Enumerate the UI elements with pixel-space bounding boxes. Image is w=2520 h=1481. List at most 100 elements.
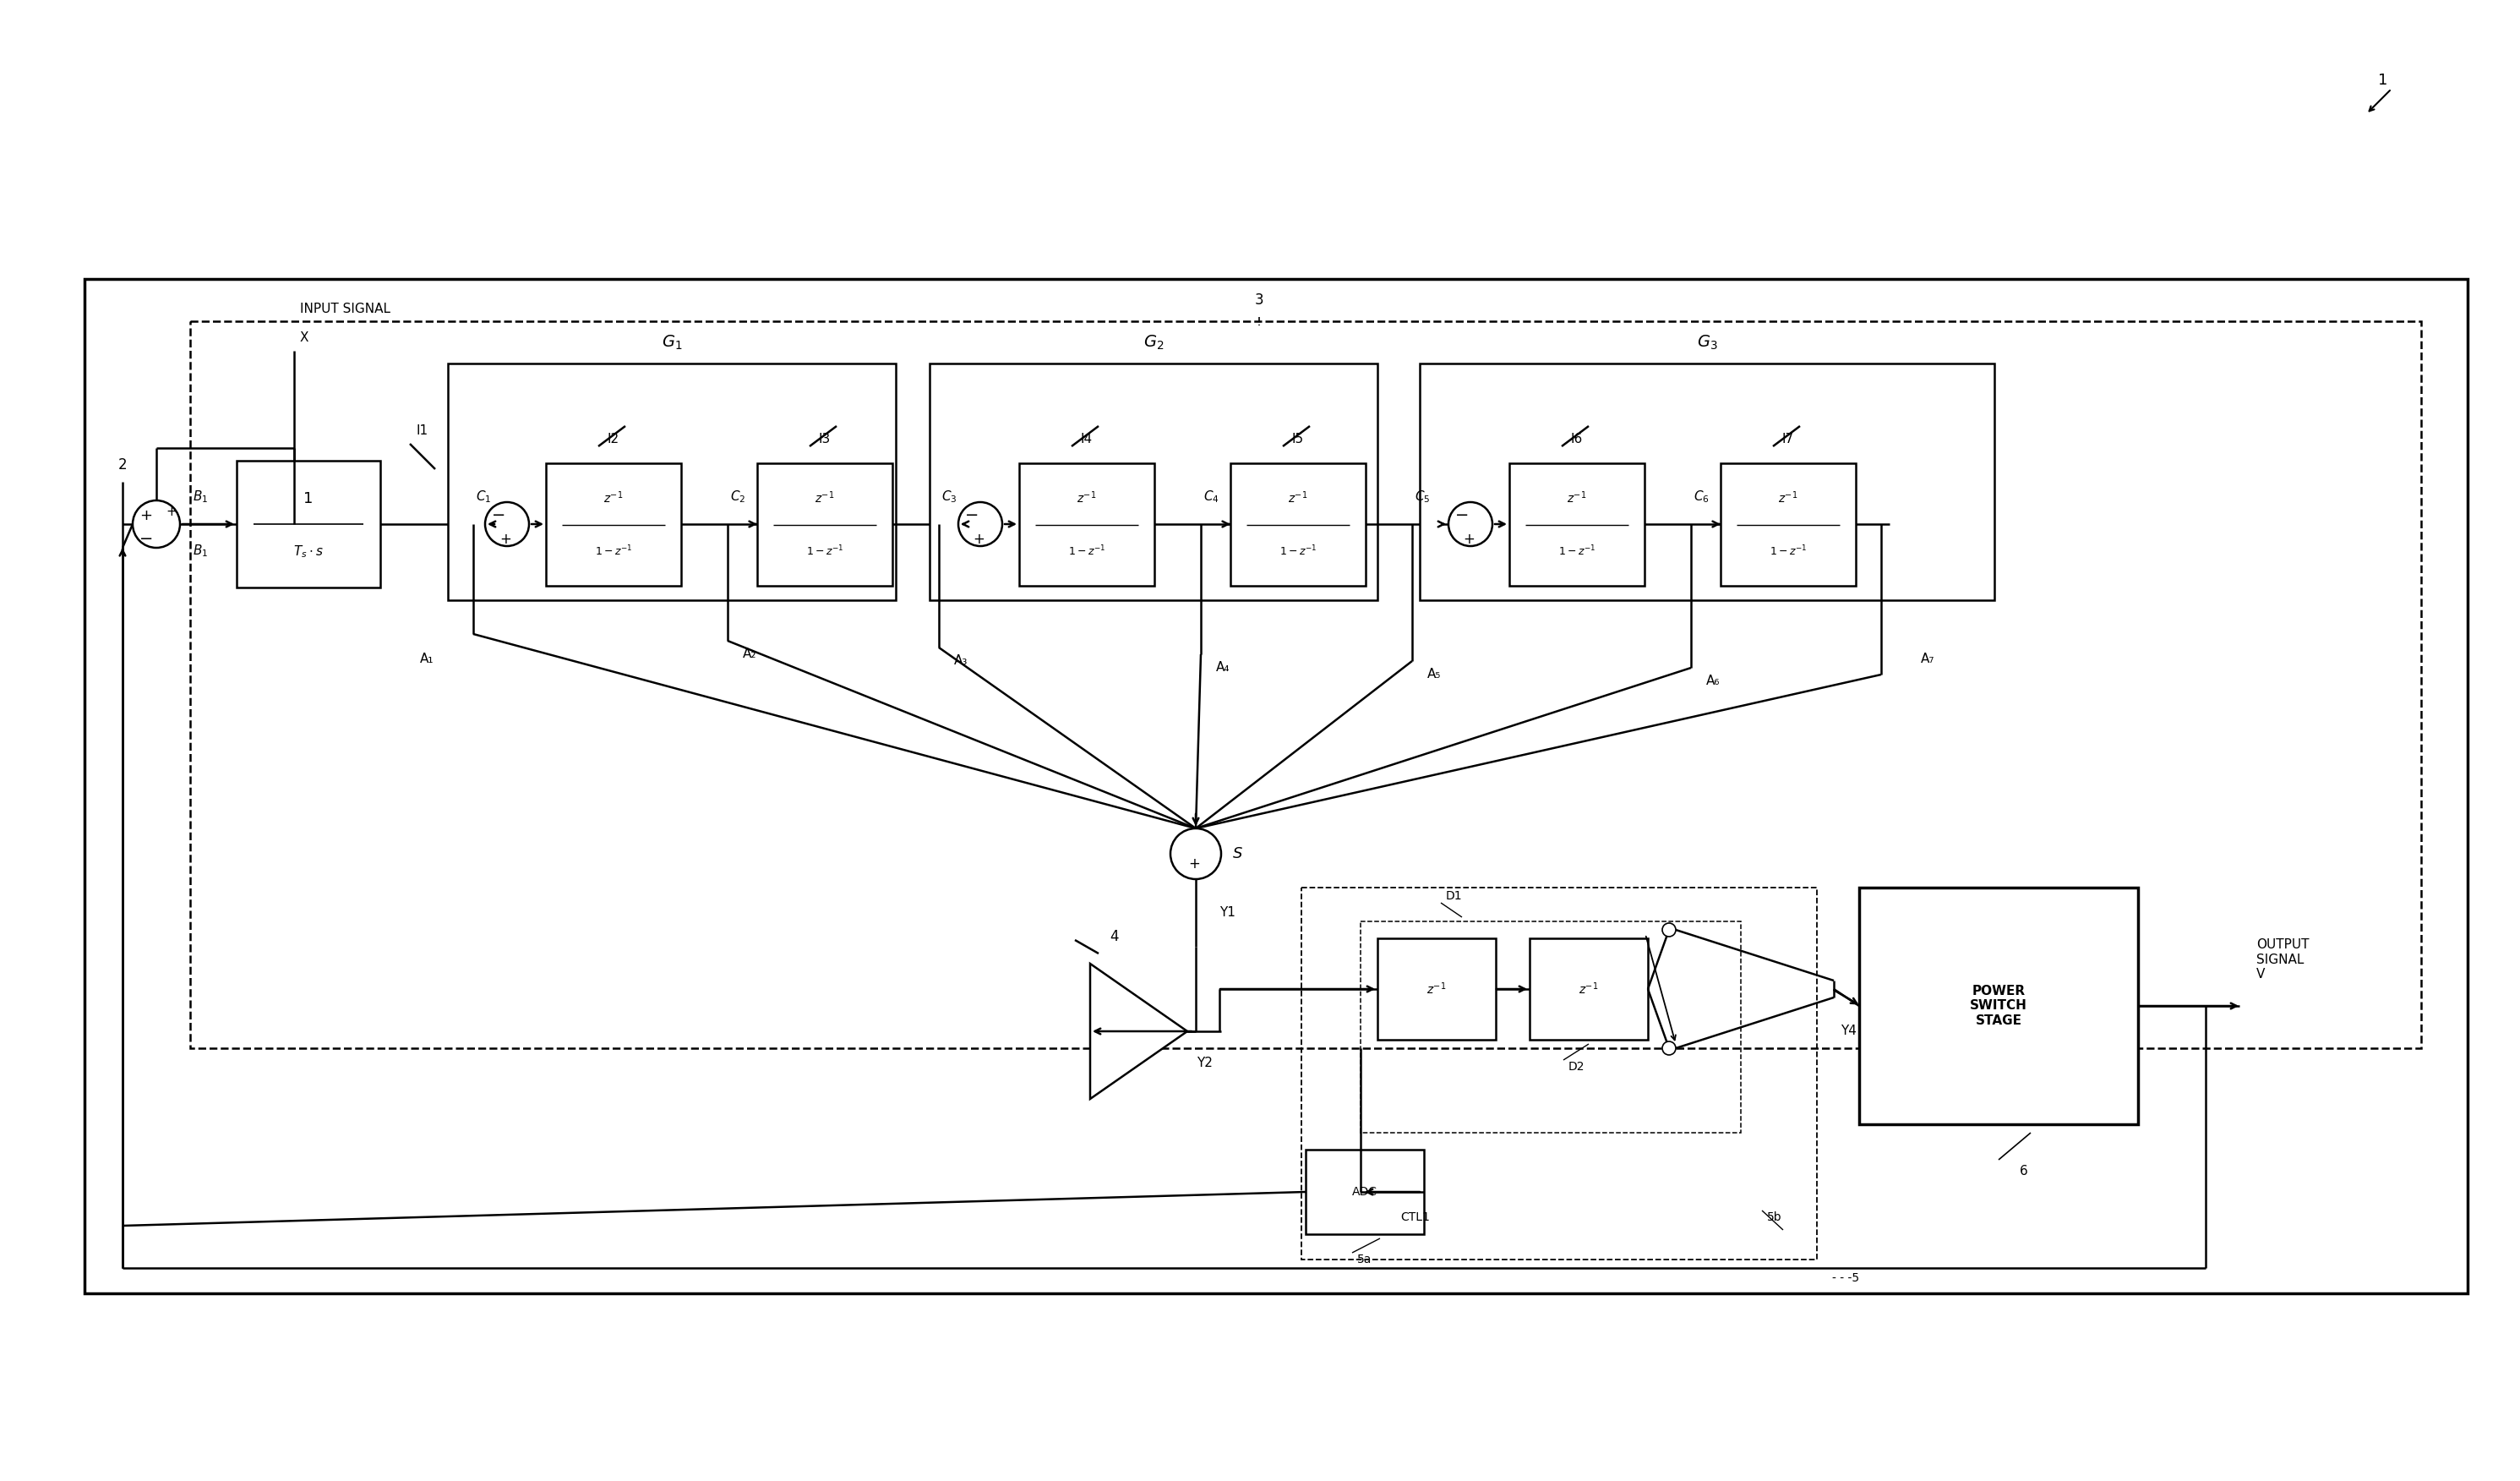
Text: +: + xyxy=(973,532,985,546)
Text: $1-z^{-1}$: $1-z^{-1}$ xyxy=(1769,545,1807,558)
Text: I6: I6 xyxy=(1570,434,1583,446)
Text: −: − xyxy=(491,508,507,524)
Text: X: X xyxy=(300,332,310,345)
Text: $1-z^{-1}$: $1-z^{-1}$ xyxy=(1557,545,1595,558)
Text: +: + xyxy=(1464,532,1474,546)
Circle shape xyxy=(723,520,731,529)
Text: $C_2$: $C_2$ xyxy=(731,489,746,505)
Text: 3: 3 xyxy=(1255,292,1263,308)
Bar xyxy=(1860,887,2137,1124)
Circle shape xyxy=(484,502,529,546)
Circle shape xyxy=(1663,923,1676,936)
Text: CTL1: CTL1 xyxy=(1401,1211,1431,1223)
Text: S: S xyxy=(1232,846,1242,862)
Text: A₃: A₃ xyxy=(955,653,968,666)
Text: - - -5: - - -5 xyxy=(1832,1272,1860,1284)
Text: ADC: ADC xyxy=(1353,1186,1378,1198)
Bar xyxy=(189,321,2422,1049)
Text: A₅: A₅ xyxy=(1426,668,1441,680)
Text: $C_3$: $C_3$ xyxy=(940,489,958,505)
Text: +: + xyxy=(499,532,512,546)
Bar xyxy=(237,461,381,588)
Text: A₁: A₁ xyxy=(421,653,433,665)
Bar xyxy=(1230,464,1366,586)
Text: 1: 1 xyxy=(2379,73,2389,87)
Text: $C_1$: $C_1$ xyxy=(476,489,491,505)
Bar xyxy=(86,278,2467,1293)
Text: 6: 6 xyxy=(2021,1164,2029,1177)
Text: 4: 4 xyxy=(1109,929,1119,945)
Circle shape xyxy=(469,520,476,529)
Text: $z^{-1}$: $z^{-1}$ xyxy=(814,490,834,505)
Text: $T_s \cdot s$: $T_s \cdot s$ xyxy=(292,544,323,560)
Bar xyxy=(1721,464,1855,586)
Circle shape xyxy=(290,520,297,529)
Text: +: + xyxy=(166,507,176,518)
Text: I5: I5 xyxy=(1293,434,1303,446)
Circle shape xyxy=(1169,828,1222,880)
Circle shape xyxy=(1409,520,1416,529)
Text: +: + xyxy=(139,508,154,523)
Bar xyxy=(1018,464,1154,586)
Circle shape xyxy=(935,520,942,529)
Text: I7: I7 xyxy=(1782,434,1794,446)
Bar xyxy=(547,464,680,586)
Text: $z^{-1}$: $z^{-1}$ xyxy=(1288,490,1308,505)
Circle shape xyxy=(958,502,1003,546)
Text: −: − xyxy=(965,508,978,524)
Bar xyxy=(1530,939,1648,1040)
Bar xyxy=(1305,1149,1424,1234)
Text: D2: D2 xyxy=(1567,1060,1585,1072)
Text: Y2: Y2 xyxy=(1197,1057,1212,1069)
Text: $G_1$: $G_1$ xyxy=(660,333,683,351)
Circle shape xyxy=(1663,1041,1676,1054)
Text: Y1: Y1 xyxy=(1220,906,1235,920)
Bar xyxy=(1509,464,1646,586)
Text: $z^{-1}$: $z^{-1}$ xyxy=(605,490,622,505)
Text: A₄: A₄ xyxy=(1217,661,1230,674)
Circle shape xyxy=(1215,1026,1225,1035)
Text: A₇: A₇ xyxy=(1920,653,1935,665)
Text: Y4: Y4 xyxy=(1840,1025,1857,1038)
Bar xyxy=(1419,363,1993,600)
Text: $z^{-1}$: $z^{-1}$ xyxy=(1580,982,1598,997)
Text: I1: I1 xyxy=(416,425,428,437)
Text: $B_1$: $B_1$ xyxy=(192,489,209,505)
Bar xyxy=(1300,887,1817,1259)
Bar xyxy=(1378,939,1497,1040)
Text: 5a: 5a xyxy=(1358,1253,1371,1265)
Text: 2: 2 xyxy=(118,458,126,472)
Text: +: + xyxy=(1189,856,1200,871)
Circle shape xyxy=(1197,520,1205,529)
Text: 1: 1 xyxy=(302,492,312,507)
Text: $1-z^{-1}$: $1-z^{-1}$ xyxy=(595,545,633,558)
Circle shape xyxy=(1449,502,1492,546)
Text: I3: I3 xyxy=(819,434,832,446)
Bar xyxy=(756,464,892,586)
Text: $1-z^{-1}$: $1-z^{-1}$ xyxy=(1280,545,1318,558)
Text: POWER
SWITCH
STAGE: POWER SWITCH STAGE xyxy=(1971,985,2026,1026)
Bar xyxy=(930,363,1378,600)
Text: INPUT SIGNAL: INPUT SIGNAL xyxy=(300,302,391,315)
Text: $z^{-1}$: $z^{-1}$ xyxy=(1426,982,1446,997)
Circle shape xyxy=(1877,520,1885,529)
Text: OUTPUT
SIGNAL
V: OUTPUT SIGNAL V xyxy=(2255,939,2308,980)
Text: $C_5$: $C_5$ xyxy=(1414,489,1429,505)
Text: −: − xyxy=(139,532,154,548)
Bar xyxy=(449,363,895,600)
Text: 5b: 5b xyxy=(1767,1211,1782,1223)
Polygon shape xyxy=(1091,964,1187,1099)
Text: I4: I4 xyxy=(1081,434,1094,446)
Bar xyxy=(1361,921,1741,1133)
Text: D1: D1 xyxy=(1446,890,1462,902)
Circle shape xyxy=(118,1222,126,1229)
Circle shape xyxy=(1686,520,1696,529)
Text: $G_2$: $G_2$ xyxy=(1144,333,1164,351)
Text: A₂: A₂ xyxy=(743,647,756,659)
Text: $G_3$: $G_3$ xyxy=(1696,333,1719,351)
Text: A₆: A₆ xyxy=(1706,674,1721,687)
Text: $z^{-1}$: $z^{-1}$ xyxy=(1779,490,1799,505)
Circle shape xyxy=(134,501,179,548)
Circle shape xyxy=(290,444,297,452)
Text: −: − xyxy=(1454,508,1469,524)
